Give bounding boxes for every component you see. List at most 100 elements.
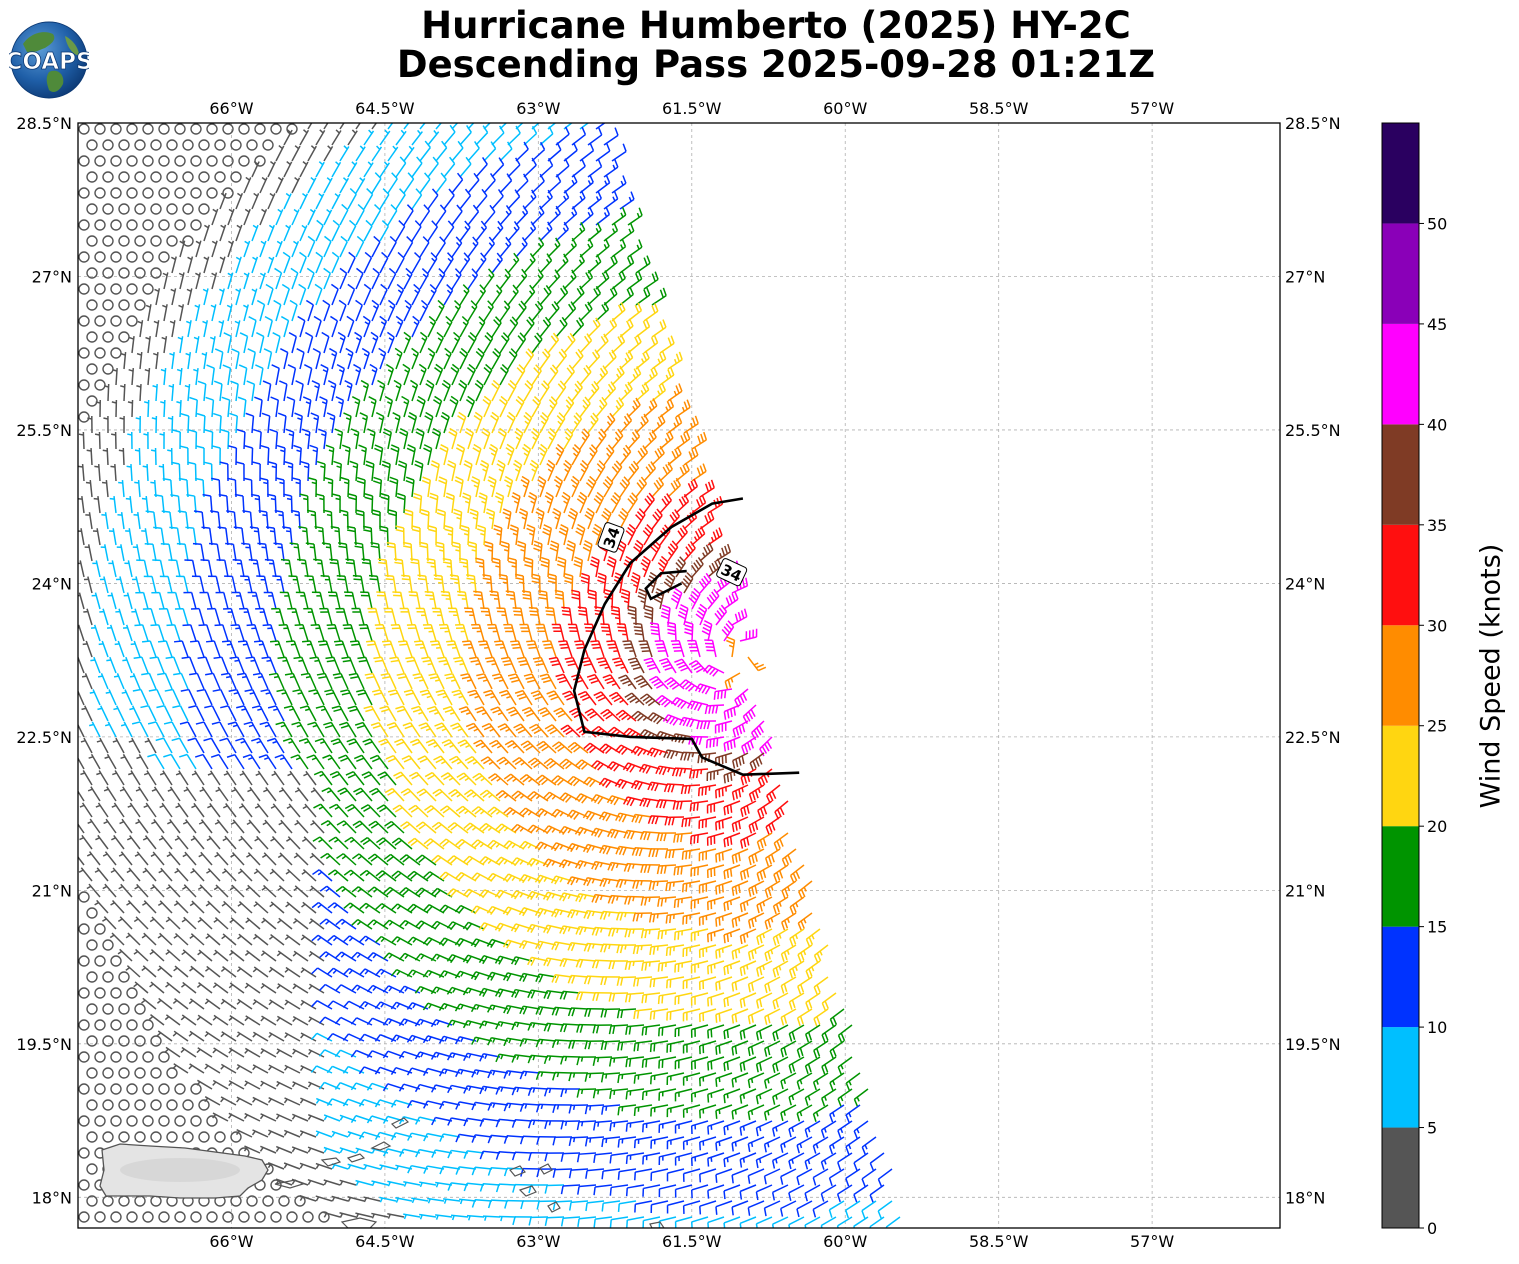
wind-barb <box>293 444 302 466</box>
wind-barb <box>514 573 525 594</box>
wind-barb <box>543 924 565 934</box>
calm-wind-circle <box>158 1083 170 1095</box>
wind-barb <box>363 251 373 274</box>
wind-barb <box>101 512 109 530</box>
wind-barb <box>166 851 181 866</box>
wind-barb <box>319 983 341 994</box>
wind-barb <box>681 572 694 594</box>
wind-barb <box>125 932 141 946</box>
wind-barb <box>361 347 370 370</box>
wind-barb <box>136 352 143 370</box>
wind-barb <box>756 832 773 850</box>
wind-barb <box>772 1056 789 1073</box>
wind-barb <box>699 479 715 498</box>
calm-wind-circle <box>102 299 114 311</box>
wind-barb <box>563 459 573 482</box>
wind-barb <box>544 1152 565 1162</box>
wind-barb <box>264 315 273 338</box>
wind-barb <box>563 396 575 418</box>
wind-barb <box>603 286 618 306</box>
wind-barb <box>342 967 365 978</box>
wind-barb <box>560 1055 581 1065</box>
wind-barb <box>755 1056 773 1073</box>
wind-barb <box>441 379 451 402</box>
wind-barb <box>338 299 347 322</box>
calm-wind-circle <box>78 1019 90 1031</box>
wind-barb <box>371 267 380 290</box>
wind-barb <box>682 912 701 925</box>
wind-barb <box>110 463 117 482</box>
wind-barb <box>499 236 512 258</box>
wind-barb <box>247 591 261 610</box>
wind-barb <box>203 461 213 482</box>
wind-barb <box>403 1180 421 1187</box>
calm-wind-circle <box>238 1211 250 1223</box>
calm-wind-circle <box>134 1131 146 1143</box>
wind-barb <box>766 784 781 804</box>
wind-barb <box>157 932 173 946</box>
wind-barb <box>523 252 536 274</box>
wind-barb <box>300 460 310 482</box>
wind-barb <box>804 1024 821 1043</box>
wind-barb <box>507 284 519 306</box>
wind-barb <box>780 976 797 994</box>
wind-barb <box>632 879 653 889</box>
calm-wind-circle <box>222 155 234 167</box>
wind-barb <box>555 221 569 242</box>
wind-barb <box>330 738 349 754</box>
wind-barb <box>278 787 293 802</box>
wind-barb <box>251 192 260 210</box>
wind-barb <box>285 868 301 882</box>
wind-barb <box>143 770 157 786</box>
wind-barb <box>231 786 245 802</box>
wind-barb <box>619 286 635 306</box>
wind-barb <box>608 992 629 1002</box>
wind-barb <box>763 1104 781 1121</box>
calm-wind-circle <box>134 1067 146 1079</box>
wind-barb <box>111 431 117 450</box>
colorbar-bin <box>1382 524 1419 626</box>
wind-barb <box>323 1179 341 1186</box>
wind-barb <box>326 1000 349 1010</box>
axis-tick-labels: 66°W66°W64.5°W64.5°W63°W63°W61.5°W61.5°W… <box>16 99 1340 1251</box>
wind-barb <box>308 689 325 706</box>
wind-barb <box>463 1085 485 1094</box>
calm-wind-circle <box>118 171 130 183</box>
wind-barb <box>323 509 333 530</box>
wind-barb <box>91 592 101 610</box>
wind-barb <box>511 790 533 802</box>
wind-barb <box>551 741 573 754</box>
wind-barb <box>671 767 693 777</box>
wind-barb <box>352 574 365 594</box>
wind-barb <box>657 960 677 972</box>
wind-barb <box>327 869 349 882</box>
calm-wind-circle <box>102 203 114 215</box>
wind-barb <box>128 770 141 786</box>
wind-barb <box>202 493 213 514</box>
calm-wind-circle <box>142 283 154 295</box>
wind-barb <box>93 496 101 514</box>
wind-barb <box>611 460 623 482</box>
wind-barb <box>659 367 675 386</box>
wind-barb <box>455 1133 477 1143</box>
wind-barb <box>483 123 491 130</box>
wind-barb <box>307 235 316 258</box>
wind-barb <box>348 672 365 690</box>
wind-barb <box>294 819 309 834</box>
wind-barb <box>229 412 239 434</box>
wind-barb <box>419 541 429 562</box>
wind-barb <box>726 636 736 658</box>
wind-barb <box>411 156 423 178</box>
wind-barb <box>144 367 151 386</box>
wind-barb <box>244 949 261 962</box>
wind-barb <box>462 492 472 514</box>
wind-barb <box>635 255 651 274</box>
wind-barb <box>388 509 398 530</box>
wind-barb <box>164 1046 181 1058</box>
wind-barb <box>312 347 321 370</box>
wind-barb <box>249 526 261 546</box>
wind-barb <box>796 1040 813 1058</box>
wind-barb <box>199 786 213 802</box>
wind-barb <box>395 283 405 306</box>
